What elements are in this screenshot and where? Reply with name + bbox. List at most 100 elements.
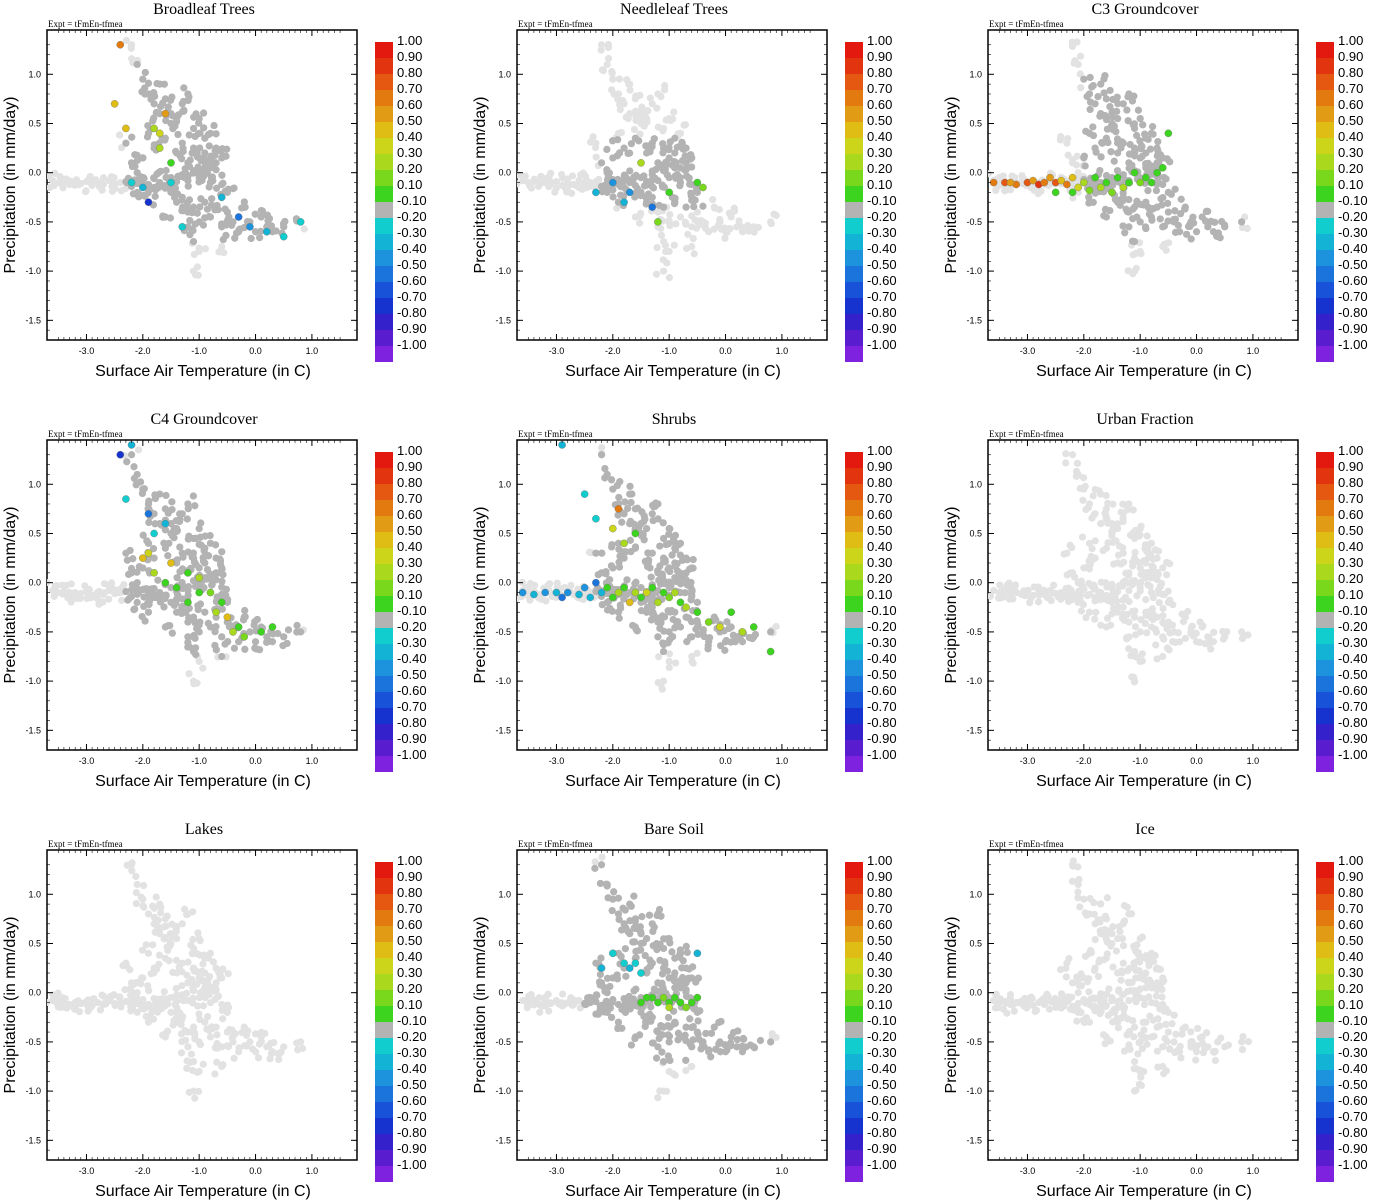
data-point bbox=[1138, 650, 1146, 658]
data-point bbox=[678, 139, 686, 148]
data-point bbox=[185, 131, 193, 139]
colorbar-swatch bbox=[845, 234, 863, 250]
data-point bbox=[150, 529, 158, 538]
colorbar-label: -0.60 bbox=[867, 683, 897, 698]
data-point bbox=[1142, 224, 1150, 233]
data-point bbox=[693, 598, 701, 606]
colorbar-swatch bbox=[375, 266, 393, 282]
data-point bbox=[1141, 619, 1149, 628]
data-point bbox=[598, 601, 606, 609]
data-point bbox=[52, 582, 61, 590]
data-point bbox=[230, 184, 238, 192]
data-point bbox=[1155, 598, 1163, 607]
data-point bbox=[687, 578, 695, 587]
data-point bbox=[1131, 623, 1140, 631]
data-point bbox=[628, 490, 636, 498]
data-point bbox=[517, 180, 521, 188]
data-point bbox=[651, 174, 659, 182]
data-point bbox=[126, 546, 134, 555]
data-point bbox=[661, 81, 669, 90]
data-point bbox=[1176, 210, 1185, 218]
data-point bbox=[1011, 173, 1019, 182]
data-point bbox=[665, 663, 673, 672]
data-point bbox=[194, 130, 203, 138]
data-point bbox=[1034, 598, 1043, 606]
y-tick-label: -1.0 bbox=[25, 676, 41, 686]
data-point bbox=[1120, 558, 1128, 566]
data-point bbox=[1129, 237, 1137, 245]
colorbar-label: 0.40 bbox=[397, 129, 422, 144]
data-point bbox=[1201, 217, 1210, 225]
data-point bbox=[1046, 173, 1054, 182]
data-point bbox=[663, 259, 671, 267]
data-point bbox=[1133, 200, 1141, 208]
data-point bbox=[280, 633, 288, 641]
data-point bbox=[633, 627, 641, 635]
colorbar-swatch bbox=[845, 314, 863, 330]
data-point bbox=[76, 594, 85, 602]
data-point bbox=[1114, 99, 1122, 108]
data-point bbox=[670, 241, 678, 249]
colorbar-label: -0.90 bbox=[1338, 321, 1368, 336]
data-point bbox=[185, 196, 194, 204]
data-point bbox=[767, 220, 775, 228]
experiment-label: Expt = tFmEn-tfmea bbox=[989, 19, 1064, 29]
colorbar-swatch bbox=[375, 282, 393, 298]
data-point bbox=[693, 649, 701, 657]
data-point bbox=[1029, 591, 1037, 600]
data-point bbox=[1040, 178, 1049, 187]
colorbar-swatch bbox=[375, 756, 393, 772]
data-point bbox=[1136, 531, 1144, 539]
data-point bbox=[547, 169, 555, 177]
data-point bbox=[524, 584, 532, 593]
data-point bbox=[1159, 180, 1167, 189]
data-point bbox=[659, 519, 667, 527]
data-point bbox=[1086, 105, 1094, 114]
x-axis-label: Surface Air Temperature (in C) bbox=[565, 773, 781, 790]
x-tick-label: 0.0 bbox=[249, 756, 262, 766]
data-point bbox=[1119, 222, 1127, 230]
data-point bbox=[1138, 152, 1146, 160]
data-point bbox=[147, 95, 155, 103]
colorbar-label: 0.90 bbox=[397, 49, 422, 64]
data-point bbox=[1181, 205, 1189, 213]
data-point bbox=[1091, 173, 1099, 182]
data-point bbox=[647, 573, 655, 581]
data-point bbox=[692, 185, 701, 193]
data-point bbox=[172, 147, 180, 156]
colorbar-swatch bbox=[1316, 266, 1334, 282]
data-point bbox=[143, 133, 152, 141]
data-point bbox=[167, 110, 175, 118]
data-point bbox=[1101, 72, 1109, 80]
data-point bbox=[656, 162, 665, 170]
data-point bbox=[654, 678, 662, 687]
data-point bbox=[1063, 571, 1071, 579]
data-point bbox=[127, 178, 136, 187]
colorbar-label: 0.30 bbox=[397, 555, 422, 570]
data-point bbox=[1078, 533, 1087, 541]
data-point bbox=[183, 515, 191, 523]
data-point bbox=[1144, 581, 1152, 589]
colorbar-swatch bbox=[845, 106, 863, 122]
data-point bbox=[1102, 491, 1110, 500]
data-point bbox=[1097, 80, 1105, 88]
colorbar-swatch bbox=[1316, 218, 1334, 234]
data-point bbox=[130, 463, 138, 471]
colorbar-swatch bbox=[375, 740, 393, 756]
colorbar-swatch bbox=[375, 660, 393, 676]
data-point bbox=[1085, 199, 1093, 207]
data-point bbox=[1144, 186, 1152, 195]
data-point bbox=[234, 623, 243, 631]
data-point bbox=[530, 175, 538, 183]
data-point bbox=[625, 149, 634, 157]
data-point bbox=[202, 157, 211, 166]
colorbar-label: -1.00 bbox=[867, 337, 897, 352]
data-point bbox=[133, 60, 141, 69]
data-point bbox=[1071, 57, 1079, 65]
x-tick-label: 0.0 bbox=[719, 346, 732, 356]
data-point bbox=[1081, 482, 1089, 490]
colorbar-swatch bbox=[845, 516, 863, 532]
data-point bbox=[139, 75, 147, 83]
colorbar-label: 0.30 bbox=[867, 145, 892, 160]
